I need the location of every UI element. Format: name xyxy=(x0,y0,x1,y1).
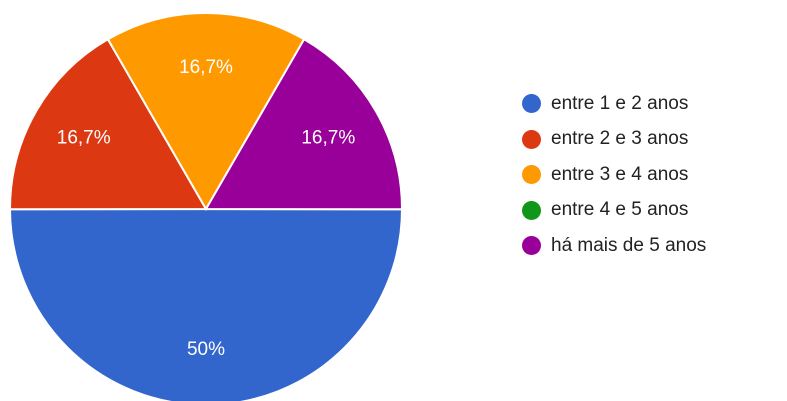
legend-item[interactable]: entre 2 e 3 anos xyxy=(522,128,706,150)
chart-legend: entre 1 e 2 anos entre 2 e 3 anos entre 3 … xyxy=(522,93,706,271)
legend-swatch-icon xyxy=(522,236,541,255)
legend-label: entre 1 e 2 anos xyxy=(551,92,689,114)
slice-data-label: 16,7% xyxy=(301,128,355,149)
legend-item[interactable]: entre 4 e 5 anos xyxy=(522,199,706,221)
pie-slice[interactable] xyxy=(8,207,404,401)
legend-label: entre 4 e 5 anos xyxy=(551,199,689,220)
legend-item[interactable]: entre 3 e 4 anos xyxy=(522,164,706,185)
legend-label: entre 3 e 4 anos xyxy=(551,163,689,185)
slice-data-label: 16,7% xyxy=(179,57,233,78)
legend-label: entre 2 e 3 anos xyxy=(551,128,689,149)
pie-slice[interactable] xyxy=(106,12,306,211)
legend-swatch-icon xyxy=(522,129,541,149)
pie-slice-labels: 50% 16,7% 16,7% 16,7% xyxy=(57,57,356,360)
legend-swatch-icon xyxy=(522,94,541,113)
pie-slice[interactable] xyxy=(204,37,404,211)
pie-slices xyxy=(8,12,404,401)
legend-swatch-icon xyxy=(522,200,541,220)
legend-item[interactable]: há mais de 5 anos xyxy=(522,235,706,256)
legend-label: há mais de 5 anos xyxy=(551,234,707,256)
pie-slice[interactable] xyxy=(8,37,208,211)
legend-item[interactable]: entre 1 e 2 anos xyxy=(522,93,706,114)
slice-data-label: 50% xyxy=(187,339,225,360)
slice-data-label: 16,7% xyxy=(57,128,111,149)
legend-swatch-icon xyxy=(522,165,541,184)
